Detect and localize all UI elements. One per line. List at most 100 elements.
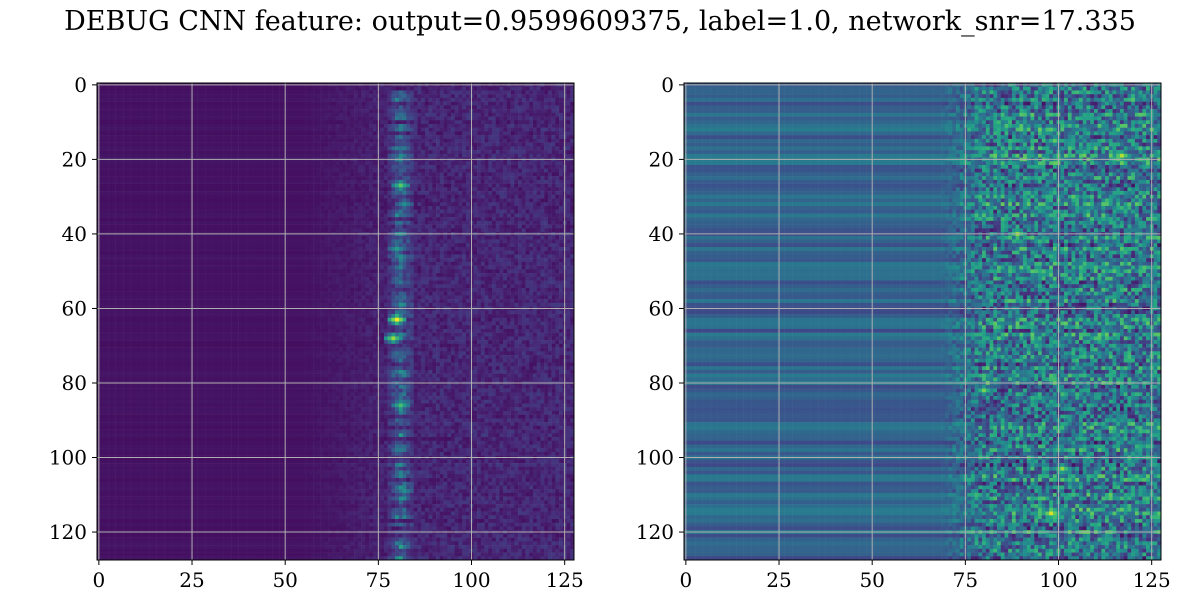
- heatmap-cell: [372, 112, 377, 117]
- heatmap-cell: [443, 127, 448, 132]
- heatmap-cell: [380, 187, 385, 192]
- heatmap-cell: [506, 183, 511, 188]
- heatmap-cell: [205, 198, 210, 203]
- heatmap-cell: [551, 127, 556, 132]
- heatmap-cell: [115, 217, 120, 222]
- heatmap-cell: [171, 109, 176, 114]
- heatmap-cell: [369, 176, 374, 181]
- heatmap-cell: [208, 120, 213, 125]
- heatmap-cell: [510, 138, 515, 143]
- heatmap-cell: [447, 213, 452, 218]
- heatmap-cell: [104, 86, 109, 91]
- heatmap-cell: [391, 97, 396, 102]
- heatmap-cell: [458, 138, 463, 143]
- heatmap-cell: [555, 97, 560, 102]
- heatmap-cell: [167, 209, 172, 214]
- heatmap-cell: [119, 131, 124, 136]
- heatmap-cell: [123, 153, 128, 158]
- heatmap-cell: [126, 123, 131, 128]
- heatmap-cell: [383, 217, 388, 222]
- heatmap-cell: [398, 187, 403, 192]
- heatmap-cell: [380, 105, 385, 110]
- heatmap-cell: [205, 135, 210, 140]
- heatmap-cell: [223, 168, 228, 173]
- heatmap-cell: [328, 135, 333, 140]
- heatmap-cell: [525, 179, 530, 184]
- heatmap-cell: [328, 224, 333, 229]
- heatmap-cell: [208, 183, 213, 188]
- heatmap-cell: [294, 90, 299, 95]
- heatmap-cell: [495, 123, 500, 128]
- heatmap-cell: [253, 161, 258, 166]
- heatmap-cell: [290, 202, 295, 207]
- heatmap-cell: [536, 142, 541, 147]
- heatmap-cell: [536, 109, 541, 114]
- heatmap-cell: [421, 213, 426, 218]
- heatmap-cell: [540, 131, 545, 136]
- heatmap-cell: [410, 86, 415, 91]
- heatmap-cell: [272, 142, 277, 147]
- heatmap-cell: [521, 194, 526, 199]
- heatmap-cell: [171, 123, 176, 128]
- heatmap-cell: [298, 131, 303, 136]
- heatmap-cell: [331, 90, 336, 95]
- heatmap-cell: [398, 168, 403, 173]
- heatmap-cell: [465, 202, 470, 207]
- heatmap-cell: [547, 97, 552, 102]
- heatmap-cell: [421, 131, 426, 136]
- heatmap-cell: [212, 198, 217, 203]
- heatmap-cell: [294, 120, 299, 125]
- heatmap-cell: [536, 191, 541, 196]
- heatmap-cell: [473, 153, 478, 158]
- heatmap-cell: [100, 150, 105, 155]
- heatmap-cell: [272, 213, 277, 218]
- heatmap-cell: [164, 120, 169, 125]
- heatmap-cell: [320, 138, 325, 143]
- heatmap-cell: [410, 183, 415, 188]
- heatmap-cell: [402, 97, 407, 102]
- heatmap-cell: [238, 90, 243, 95]
- heatmap-cell: [424, 138, 429, 143]
- heatmap-cell: [570, 131, 575, 136]
- heatmap-cell: [108, 168, 113, 173]
- heatmap-cell: [443, 116, 448, 121]
- heatmap-cell: [350, 220, 355, 225]
- heatmap-cell: [540, 194, 545, 199]
- heatmap-cell: [335, 168, 340, 173]
- heatmap-cell: [186, 183, 191, 188]
- heatmap-cell: [223, 176, 228, 181]
- heatmap-cell: [149, 217, 154, 222]
- heatmap-cell: [421, 105, 426, 110]
- heatmap-cell: [178, 198, 183, 203]
- heatmap-cell: [227, 127, 232, 132]
- heatmap-cell: [205, 172, 210, 177]
- heatmap-cell: [346, 138, 351, 143]
- heatmap-cell: [506, 176, 511, 181]
- heatmap-cell: [529, 90, 534, 95]
- heatmap-cell: [369, 168, 374, 173]
- heatmap-cell: [447, 209, 452, 214]
- heatmap-cell: [424, 112, 429, 117]
- heatmap-cell: [227, 194, 232, 199]
- heatmap-cell: [380, 116, 385, 121]
- heatmap-cell: [391, 123, 396, 128]
- heatmap-cell: [521, 142, 526, 147]
- heatmap-cell: [246, 116, 251, 121]
- heatmap-cell: [342, 101, 347, 106]
- heatmap-cell: [342, 127, 347, 132]
- heatmap-cell: [305, 105, 310, 110]
- heatmap-cell: [134, 217, 139, 222]
- heatmap-cell: [130, 97, 135, 102]
- heatmap-cell: [413, 183, 418, 188]
- heatmap-cell: [421, 90, 426, 95]
- heatmap-cell: [234, 146, 239, 151]
- heatmap-cell: [182, 131, 187, 136]
- heatmap-cell: [260, 198, 265, 203]
- heatmap-cell: [104, 142, 109, 147]
- heatmap-cell: [361, 202, 366, 207]
- heatmap-cell: [249, 172, 254, 177]
- heatmap-cell: [324, 224, 329, 229]
- heatmap-cell: [201, 205, 206, 210]
- heatmap-cell: [540, 94, 545, 99]
- heatmap-cell: [559, 120, 564, 125]
